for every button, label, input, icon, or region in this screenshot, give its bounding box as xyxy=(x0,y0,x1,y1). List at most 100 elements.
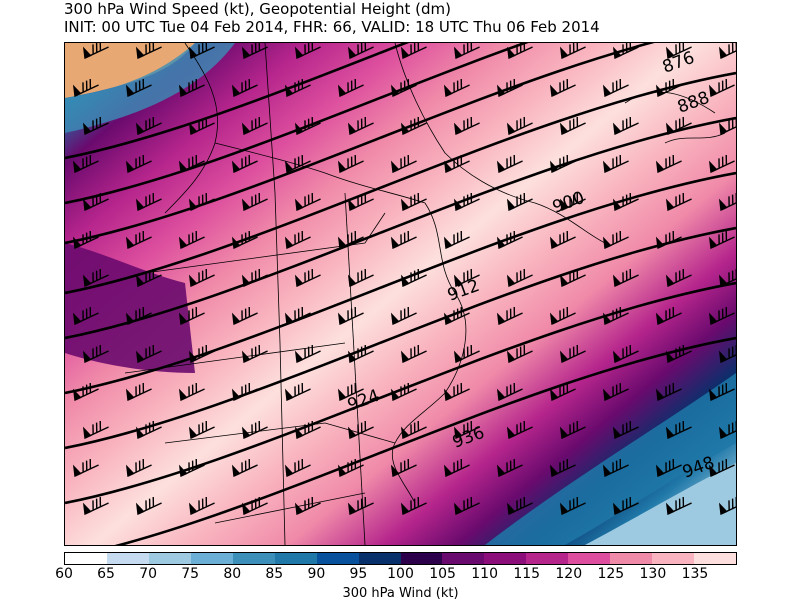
wind-barb xyxy=(390,382,417,402)
wind-barb xyxy=(443,382,470,402)
coastline-segment xyxy=(394,43,536,204)
wind-barb xyxy=(231,458,258,478)
wind-barb xyxy=(549,382,576,402)
wind-barb xyxy=(718,344,736,364)
wind-barb xyxy=(135,192,162,212)
wind-barb xyxy=(82,192,109,212)
wind-barb xyxy=(390,78,417,98)
blue-band-lower xyxy=(485,373,736,545)
wind-barb xyxy=(665,116,692,136)
wind-barb xyxy=(294,344,321,364)
wind-barb xyxy=(337,382,364,402)
colorbar-tick-label: 135 xyxy=(681,566,709,582)
wind-barb xyxy=(178,382,205,402)
wind-barb xyxy=(602,306,629,326)
wind-barb xyxy=(82,420,109,440)
wind-barb xyxy=(294,116,321,136)
coastline-segment xyxy=(214,492,366,524)
colorbar-cell xyxy=(610,553,653,564)
coastlines-borders xyxy=(124,43,726,545)
wind-barb xyxy=(231,382,258,402)
colorbar-tick-label: 75 xyxy=(181,566,200,582)
wind-barb xyxy=(506,192,533,212)
wind-barb xyxy=(347,268,374,288)
colorbar-tick-label: 115 xyxy=(513,566,541,582)
wind-barb xyxy=(294,43,321,60)
colorbar-cell xyxy=(148,553,191,564)
height-contour xyxy=(65,116,736,340)
colorbar-tick-label: 110 xyxy=(471,566,498,582)
wind-barb xyxy=(549,458,576,478)
wind-barb xyxy=(135,43,162,60)
purple-core xyxy=(65,243,195,373)
wind-barb xyxy=(72,382,99,402)
wind-barb xyxy=(612,268,639,288)
wind-barb xyxy=(294,268,321,288)
wind-barb xyxy=(612,496,639,516)
height-contour xyxy=(65,43,410,160)
wind-barb xyxy=(82,268,109,288)
wind-barb xyxy=(390,306,417,326)
wind-barb xyxy=(125,230,152,250)
wind-barb xyxy=(241,344,268,364)
height-contours xyxy=(65,43,736,545)
colorbar-cell xyxy=(190,553,233,564)
colorbar-cell xyxy=(274,553,317,564)
wind-barb xyxy=(135,496,162,516)
wind-barb xyxy=(559,496,586,516)
wind-barb xyxy=(559,420,586,440)
wind-barb xyxy=(178,230,205,250)
coastline-segment xyxy=(344,192,366,545)
wind-barb xyxy=(708,78,735,98)
wind-barb xyxy=(549,306,576,326)
wind-barb xyxy=(506,116,533,136)
wind-barb xyxy=(284,154,311,174)
wind-barb xyxy=(453,268,480,288)
wind-barb xyxy=(655,78,682,98)
wind-barb xyxy=(188,496,215,516)
wind-barb xyxy=(655,230,682,250)
wind-barb xyxy=(665,496,692,516)
wind-barb xyxy=(72,230,99,250)
wind-barb xyxy=(496,154,523,174)
wind-barb xyxy=(496,230,523,250)
colorbar-ticks: 60 65 70 75 80 85 90 95 100 105 110 115 120 125 130 135 xyxy=(55,566,737,586)
colorbar-cell xyxy=(400,553,443,564)
wind-barb xyxy=(231,78,258,98)
wind-barb xyxy=(549,78,576,98)
colorbar-tick-label: 95 xyxy=(349,566,368,582)
wind-barb xyxy=(125,382,152,402)
wind-barb xyxy=(506,268,533,288)
wind-barb xyxy=(241,116,268,136)
wind-barb xyxy=(612,192,639,212)
coastline-segment xyxy=(214,142,426,204)
wind-barb xyxy=(178,458,205,478)
wind-barb xyxy=(612,43,639,60)
wind-barb xyxy=(453,43,480,60)
wind-barb xyxy=(718,268,736,288)
wind-barb xyxy=(400,43,427,60)
wind-barb xyxy=(390,230,417,250)
wind-barb xyxy=(337,458,364,478)
wind-barb xyxy=(506,344,533,364)
colorbar-tick-label: 125 xyxy=(597,566,625,582)
wind-barb xyxy=(178,154,205,174)
wind-barb xyxy=(241,268,268,288)
chart-subtitle: INIT: 00 UTC Tue 04 Feb 2014, FHR: 66, V… xyxy=(64,18,600,36)
colorbar-tick-label: 70 xyxy=(139,566,158,582)
wind-barb xyxy=(82,43,109,60)
wind-barb xyxy=(612,116,639,136)
colorbar-cell xyxy=(316,553,359,564)
wind-barb xyxy=(718,43,736,60)
height-contour xyxy=(65,43,655,245)
wind-barb xyxy=(231,154,258,174)
wind-barb xyxy=(188,268,215,288)
wind-barb xyxy=(72,154,99,174)
colorbar-tick-label: 60 xyxy=(55,566,73,582)
wind-barb xyxy=(82,496,109,516)
wind-barb xyxy=(337,230,364,250)
wind-barb xyxy=(718,192,736,212)
wind-barb xyxy=(72,78,99,98)
wind-barb xyxy=(400,420,427,440)
wind-barb xyxy=(612,344,639,364)
